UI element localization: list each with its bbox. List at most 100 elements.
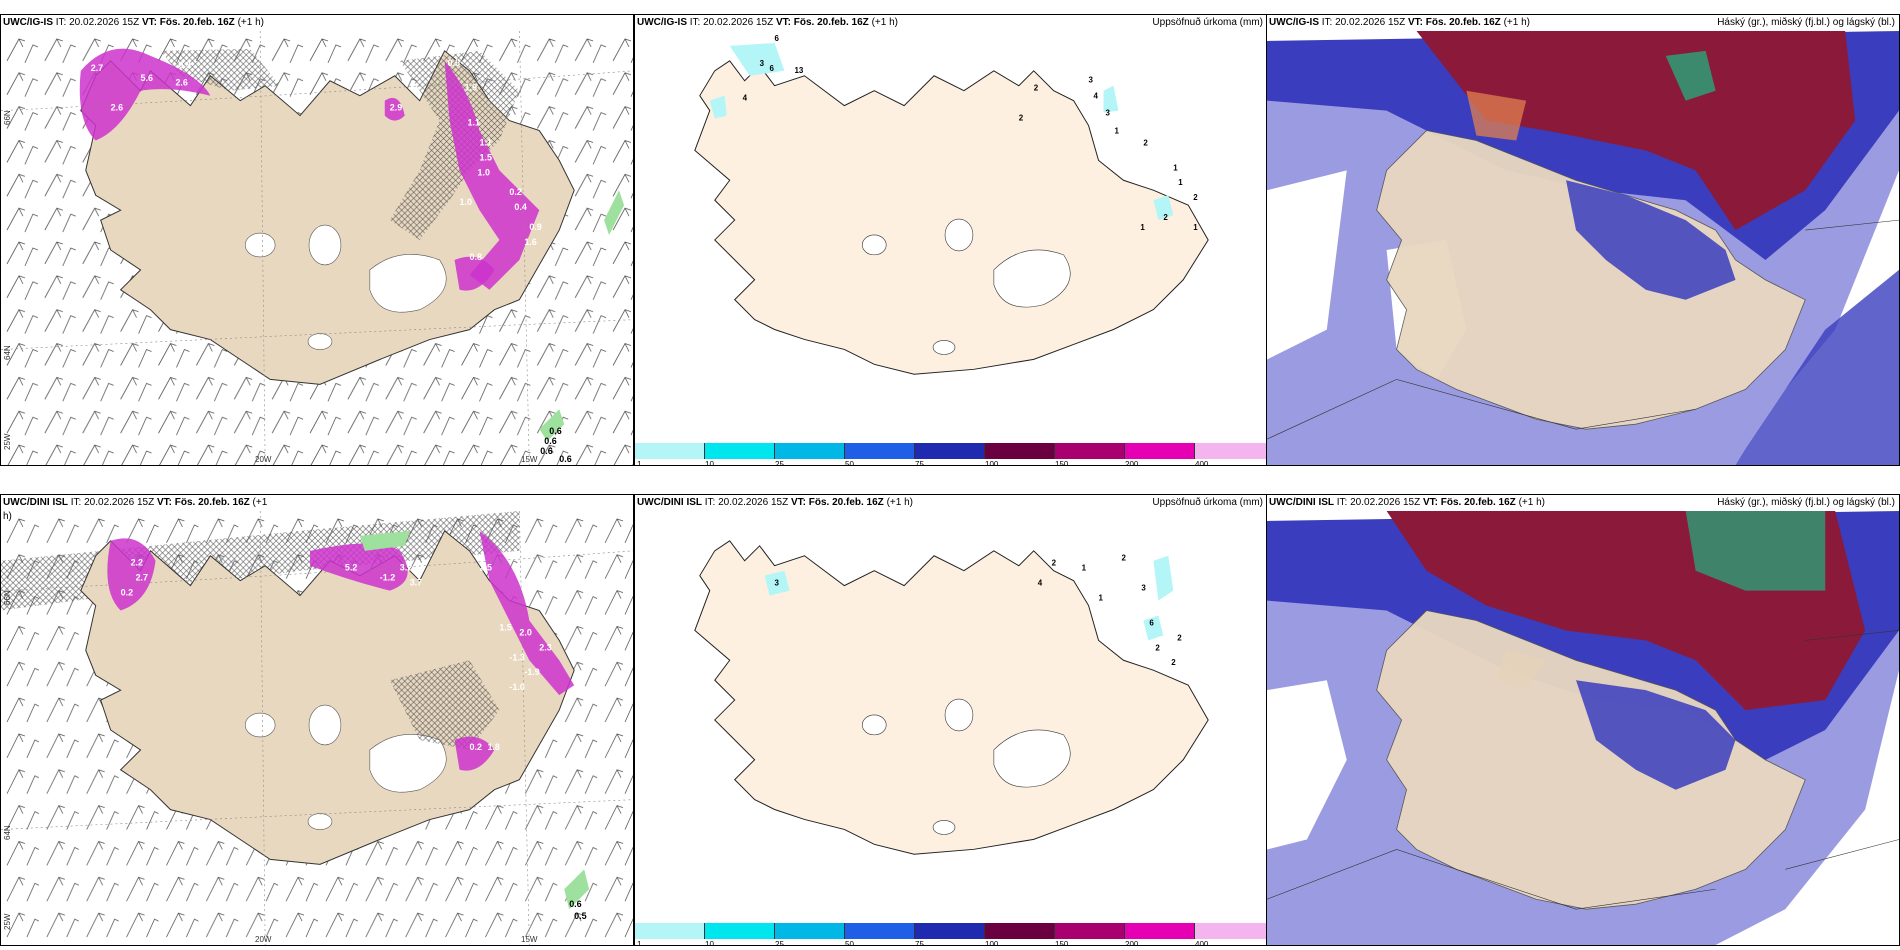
svg-text:0.6: 0.6 bbox=[549, 426, 561, 436]
svg-text:6: 6 bbox=[775, 34, 780, 43]
precip-map: 3 2 4 1 2 3 1 6 2 2 2 bbox=[635, 511, 1267, 911]
svg-text:1: 1 bbox=[1140, 223, 1145, 232]
svg-text:3: 3 bbox=[1141, 584, 1146, 593]
svg-text:1.0: 1.0 bbox=[477, 167, 489, 177]
svg-text:2: 2 bbox=[1034, 84, 1039, 93]
axis-lon-20w: 20W bbox=[255, 455, 272, 464]
svg-text:2.5: 2.5 bbox=[479, 563, 491, 573]
cloud-panel-header: UWC/DINI ISL IT: 20.02.2026 15Z VT: Fös.… bbox=[1269, 497, 1895, 508]
svg-text:5.2: 5.2 bbox=[345, 563, 357, 573]
svg-text:1.9: 1.9 bbox=[465, 83, 477, 93]
svg-text:4: 4 bbox=[1038, 579, 1043, 588]
wind-panel-row1: UWC/IG-IS IT: 20.02.2026 15Z VT: Fös. 20… bbox=[0, 14, 634, 466]
iceland-land bbox=[694, 540, 1209, 855]
svg-text:2.6: 2.6 bbox=[175, 78, 187, 88]
svg-text:2.7: 2.7 bbox=[91, 63, 103, 73]
svg-text:2: 2 bbox=[1019, 114, 1024, 123]
svg-text:1: 1 bbox=[1193, 223, 1198, 232]
svg-text:1.0: 1.0 bbox=[460, 197, 472, 207]
svg-text:0.9: 0.9 bbox=[178, 60, 190, 70]
iceland-land bbox=[80, 530, 575, 865]
cloud-panel-header: UWC/IG-IS IT: 20.02.2026 15Z VT: Fös. 20… bbox=[1269, 17, 1895, 28]
svg-text:2: 2 bbox=[1155, 643, 1160, 652]
precip-colorbar: 1 10 25 50 75 100 150 200 400 bbox=[635, 923, 1267, 945]
svg-text:2.0: 2.0 bbox=[519, 627, 531, 637]
svg-text:2.7: 2.7 bbox=[136, 573, 148, 583]
svg-text:0.2: 0.2 bbox=[509, 187, 521, 197]
svg-text:4: 4 bbox=[743, 94, 748, 103]
iceland-land bbox=[1376, 610, 1806, 910]
iceland-land bbox=[694, 60, 1209, 375]
svg-text:3: 3 bbox=[1089, 76, 1094, 85]
cloud-panel-row1: UWC/IG-IS IT: 20.02.2026 15Z VT: Fös. 20… bbox=[1266, 14, 1900, 466]
svg-text:1.6: 1.6 bbox=[524, 237, 536, 247]
precip-panel-header: UWC/IG-IS IT: 20.02.2026 15Z VT: Fös. 20… bbox=[637, 17, 1263, 28]
wind-panel-header: UWC/DINI ISL IT: 20.02.2026 15Z VT: Fös.… bbox=[3, 497, 268, 522]
svg-text:2.2: 2.2 bbox=[131, 558, 143, 568]
axis-lon-25w: 25W bbox=[3, 433, 12, 450]
svg-text:3.7: 3.7 bbox=[410, 578, 422, 588]
svg-text:1.1: 1.1 bbox=[468, 118, 480, 128]
svg-text:-1.3: -1.3 bbox=[509, 652, 524, 662]
svg-text:0.4: 0.4 bbox=[514, 202, 526, 212]
svg-text:2.6: 2.6 bbox=[111, 103, 123, 113]
precip-panel-row1: UWC/IG-IS IT: 20.02.2026 15Z VT: Fös. 20… bbox=[634, 14, 1268, 466]
precip-magenta bbox=[107, 538, 156, 611]
precip-panel-row2: UWC/DINI ISL IT: 20.02.2026 15Z VT: Fös.… bbox=[634, 494, 1268, 946]
svg-text:1.5: 1.5 bbox=[499, 622, 511, 632]
iceland-land bbox=[1376, 130, 1806, 430]
svg-text:3: 3 bbox=[775, 579, 780, 588]
svg-text:1.5: 1.5 bbox=[479, 152, 491, 162]
wind-map: 2.2 2.7 0.2 5.2 -1.2 3.2 3.7 2.5 2.0 2.3… bbox=[1, 511, 633, 945]
wind-panel-row2: UWC/DINI ISL IT: 20.02.2026 15Z VT: Fös.… bbox=[0, 494, 634, 946]
svg-text:2: 2 bbox=[1171, 658, 1176, 667]
svg-text:1: 1 bbox=[1082, 564, 1087, 573]
precip-magenta bbox=[79, 48, 211, 141]
svg-text:1: 1 bbox=[1173, 163, 1178, 172]
svg-text:-1.0: -1.0 bbox=[509, 682, 524, 692]
axis-lon-25w: 25W bbox=[3, 913, 12, 930]
wind-panel-header: UWC/IG-IS IT: 20.02.2026 15Z VT: Fös. 20… bbox=[3, 17, 264, 28]
svg-text:0.6: 0.6 bbox=[559, 454, 571, 464]
axis-lat-66: 66N bbox=[3, 110, 12, 125]
axis-lat-64: 64N bbox=[3, 825, 12, 840]
precip-panel-header: UWC/DINI ISL IT: 20.02.2026 15Z VT: Fös.… bbox=[637, 497, 1263, 508]
svg-text:13: 13 bbox=[794, 66, 803, 75]
svg-text:-1.2: -1.2 bbox=[380, 573, 395, 583]
svg-text:0.5: 0.5 bbox=[448, 58, 460, 68]
svg-text:2.3: 2.3 bbox=[539, 642, 551, 652]
svg-text:1.1: 1.1 bbox=[479, 137, 491, 147]
svg-text:2: 2 bbox=[1121, 554, 1126, 563]
svg-text:-1.9: -1.9 bbox=[524, 667, 539, 677]
svg-text:0.9: 0.9 bbox=[529, 222, 541, 232]
svg-text:1: 1 bbox=[1114, 126, 1119, 135]
svg-text:3.2: 3.2 bbox=[400, 563, 412, 573]
svg-text:0.8: 0.8 bbox=[470, 252, 482, 262]
axis-lon-15w: 15W bbox=[521, 455, 538, 464]
axis-lon-15w: 15W bbox=[521, 935, 538, 944]
svg-text:0.2: 0.2 bbox=[121, 588, 133, 598]
svg-text:2: 2 bbox=[1177, 633, 1182, 642]
svg-text:4: 4 bbox=[1094, 92, 1099, 101]
cloud-map bbox=[1267, 511, 1899, 945]
cloud-map bbox=[1267, 31, 1899, 465]
svg-text:2: 2 bbox=[1193, 193, 1198, 202]
svg-text:6: 6 bbox=[770, 64, 775, 73]
svg-text:1: 1 bbox=[1178, 178, 1183, 187]
precip-map: 6 13 4 3 6 2 2 3 4 3 1 2 1 1 2 2 1 1 bbox=[635, 31, 1267, 431]
svg-text:1: 1 bbox=[1099, 594, 1104, 603]
svg-text:1.8: 1.8 bbox=[487, 742, 499, 752]
svg-text:0.6: 0.6 bbox=[569, 899, 581, 909]
axis-lon-20w: 20W bbox=[255, 935, 272, 944]
svg-text:0.6: 0.6 bbox=[540, 446, 552, 456]
wind-map: 2.7 5.6 2.6 0.9 0.5 1.1 1.1 1.5 1.0 0.8 … bbox=[1, 31, 633, 465]
cloud-panel-row2: UWC/DINI ISL IT: 20.02.2026 15Z VT: Fös.… bbox=[1266, 494, 1900, 946]
svg-text:2: 2 bbox=[1052, 559, 1057, 568]
hatch-area bbox=[160, 48, 281, 91]
axis-lat-64: 64N bbox=[3, 345, 12, 360]
svg-text:3: 3 bbox=[760, 59, 765, 68]
svg-text:3: 3 bbox=[1106, 109, 1111, 118]
svg-text:2.9: 2.9 bbox=[390, 103, 402, 113]
svg-text:2: 2 bbox=[1143, 138, 1148, 147]
svg-text:0.6: 0.6 bbox=[544, 436, 556, 446]
